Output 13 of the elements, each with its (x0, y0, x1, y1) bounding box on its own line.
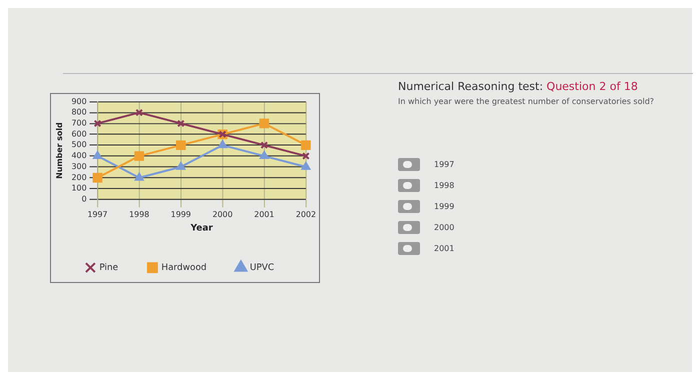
text: Question 2 of 18 (546, 80, 638, 93)
text: 2000 (434, 223, 454, 232)
text: In which year were the greatest number of conservatories sold? (398, 97, 656, 106)
text: 1999 (434, 202, 454, 211)
x-axis-title: Year (190, 224, 214, 234)
legend-label: UPVC (250, 262, 274, 273)
y-axis-title: Number sold (54, 122, 64, 179)
text: 1997 (434, 160, 454, 169)
text: 2001 (434, 244, 454, 253)
text: 1998 (434, 181, 454, 190)
legend-label: Pine (99, 262, 118, 273)
legend-label: Hardwood (161, 262, 207, 273)
text: Numerical Reasoning test: (398, 80, 544, 93)
